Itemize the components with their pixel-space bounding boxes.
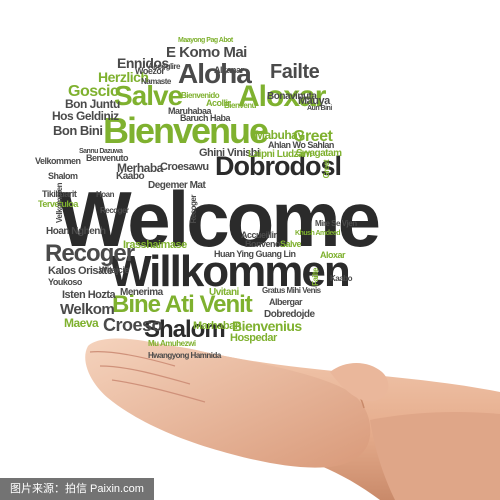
- word-failte: Failte: [270, 61, 320, 83]
- word-degemer-mat: Degemer Mat: [148, 180, 206, 191]
- word-merhaba: Merhaba: [117, 161, 163, 175]
- word-youkoso: Youkoso: [48, 277, 82, 287]
- word-marhaban: Marhaban: [193, 320, 241, 332]
- word-woezor: Woezor: [135, 66, 165, 76]
- word-kaabo-small: Kaabo: [330, 274, 352, 283]
- word-bine-ati-venit: Bine Ati Venit: [112, 291, 253, 318]
- word-bienvenue: Bienvenue: [103, 110, 269, 151]
- word-accoglire: Accoglire: [148, 62, 180, 71]
- word-swagatam: Swagatam: [296, 148, 342, 159]
- word-aloxar: Aloxar: [238, 80, 326, 113]
- word-aloxar-small: Aloxar: [320, 250, 346, 260]
- word-acollir: Acollir: [206, 98, 231, 108]
- word-accueillir: Accueillir: [241, 230, 277, 240]
- word-vertical-greet: Greet: [322, 160, 331, 179]
- word-e-komo-mai: E Komo Mai: [166, 44, 247, 61]
- word-laipni-ludzam: Laipni Ludzam: [248, 149, 312, 160]
- word-kaabo: Kaabo: [116, 171, 145, 182]
- word-salve-small: Salve: [280, 239, 302, 249]
- word-hospedar: Hospedar: [230, 332, 277, 344]
- word-bon-juntu: Bon Juntu: [65, 97, 120, 111]
- word-hwangyong: Hwangyong Hamnida: [148, 351, 221, 360]
- word-shalom-small: Shalom: [48, 171, 78, 181]
- word-bienvenius: Bienvenius: [232, 318, 302, 334]
- word-hoan-nghenh: Hoan Nghenh: [46, 226, 106, 237]
- word-recoger-small: Recoger: [100, 206, 129, 215]
- word-gratus: Gratus Mihi Venis: [262, 286, 321, 295]
- word-bon-bini: Bon Bini: [53, 123, 103, 138]
- word-aloha: Aloha: [178, 58, 252, 89]
- word-croesawu: Croesawu: [160, 161, 209, 173]
- word-shalom: Shalom: [144, 316, 226, 343]
- word-dobrodosl: Dobrodosl: [215, 151, 342, 181]
- word-hoan: Hoan: [96, 190, 115, 199]
- word-herzlich: Herzlich: [98, 69, 149, 85]
- word-welcome: Welcome: [58, 175, 381, 263]
- word-greet: Greet: [293, 128, 333, 145]
- word-bonavinuta: Bonavinuta: [267, 91, 317, 102]
- word-goscic: Goscic: [68, 83, 119, 100]
- word-alxanar: Alxanar: [214, 65, 244, 75]
- word-vertical-velkommen: Velkommen: [55, 183, 64, 223]
- word-salve: Salve: [114, 80, 183, 111]
- word-namaste: Namaste: [141, 77, 171, 86]
- word-albergar: Albergar: [269, 297, 303, 307]
- word-mauya: Mauya: [298, 95, 330, 107]
- word-dobredojde: Dobredojde: [264, 309, 315, 320]
- word-pag-abot: Maayong Pag Abot: [178, 37, 233, 44]
- word-menerima: Menerima: [120, 287, 163, 298]
- word-mu-amuhezwi: Mu Amuhezwi: [148, 339, 196, 348]
- word-aun-bini: Aun Bini: [307, 105, 332, 112]
- word-irasshaimase: Irasshaimase: [123, 239, 187, 251]
- word-vertical-recoger: Recoger: [189, 195, 198, 224]
- word-mire-se-vjen: Mire Se Vjen: [315, 219, 357, 228]
- word-huan-ying: Huan Ying Guang Lin: [214, 249, 296, 259]
- word-bienvenido: Bienvenido: [181, 91, 220, 100]
- word-maruhabaa: Maruhabaa: [168, 106, 212, 116]
- word-welkom: Welkom: [60, 301, 115, 318]
- word-benvenuto: Benvenuto: [86, 153, 129, 163]
- word-mabuhay: Mabuhay: [255, 128, 304, 142]
- word-tervetuloa: Tervetuloa: [38, 199, 78, 209]
- word-tikilluarit: Tikilluarit: [42, 189, 77, 199]
- word-velkommen: Velkommen: [35, 156, 81, 166]
- word-recoger: Recoger: [45, 240, 135, 267]
- word-ahlan: Ahlan Wo Sahlan: [268, 140, 334, 150]
- word-witajcie: Witajcie: [99, 265, 129, 275]
- word-bonvenon: Bonvenon: [245, 239, 286, 249]
- word-bienvenu: Bienvenu: [224, 101, 257, 110]
- source-watermark: 图片来源：拍信 Paixin.com: [0, 478, 154, 500]
- word-sannu: Sannu Dazuwa: [79, 148, 123, 155]
- word-croeso: Croeso: [103, 315, 163, 335]
- word-kalos-orisate: Kalos Orisate: [48, 265, 113, 277]
- word-ennidos: Ennidos: [117, 55, 169, 71]
- word-uvitani: Uvitani: [209, 287, 239, 298]
- word-baruch-haba: Baruch Haba: [180, 113, 231, 123]
- word-willkommen: Willkommen: [110, 247, 351, 296]
- word-ghini-vinishi: Ghini Vinishi: [199, 147, 260, 159]
- word-maeva: Maeva: [64, 316, 99, 330]
- word-vertical-failte: Failte: [311, 268, 320, 286]
- word-khush-amdeed: Khush Amdeed: [295, 230, 341, 237]
- word-isten-hozta: Isten Hozta: [62, 289, 116, 301]
- word-hos-geldiniz: Hos Geldiniz: [52, 109, 119, 123]
